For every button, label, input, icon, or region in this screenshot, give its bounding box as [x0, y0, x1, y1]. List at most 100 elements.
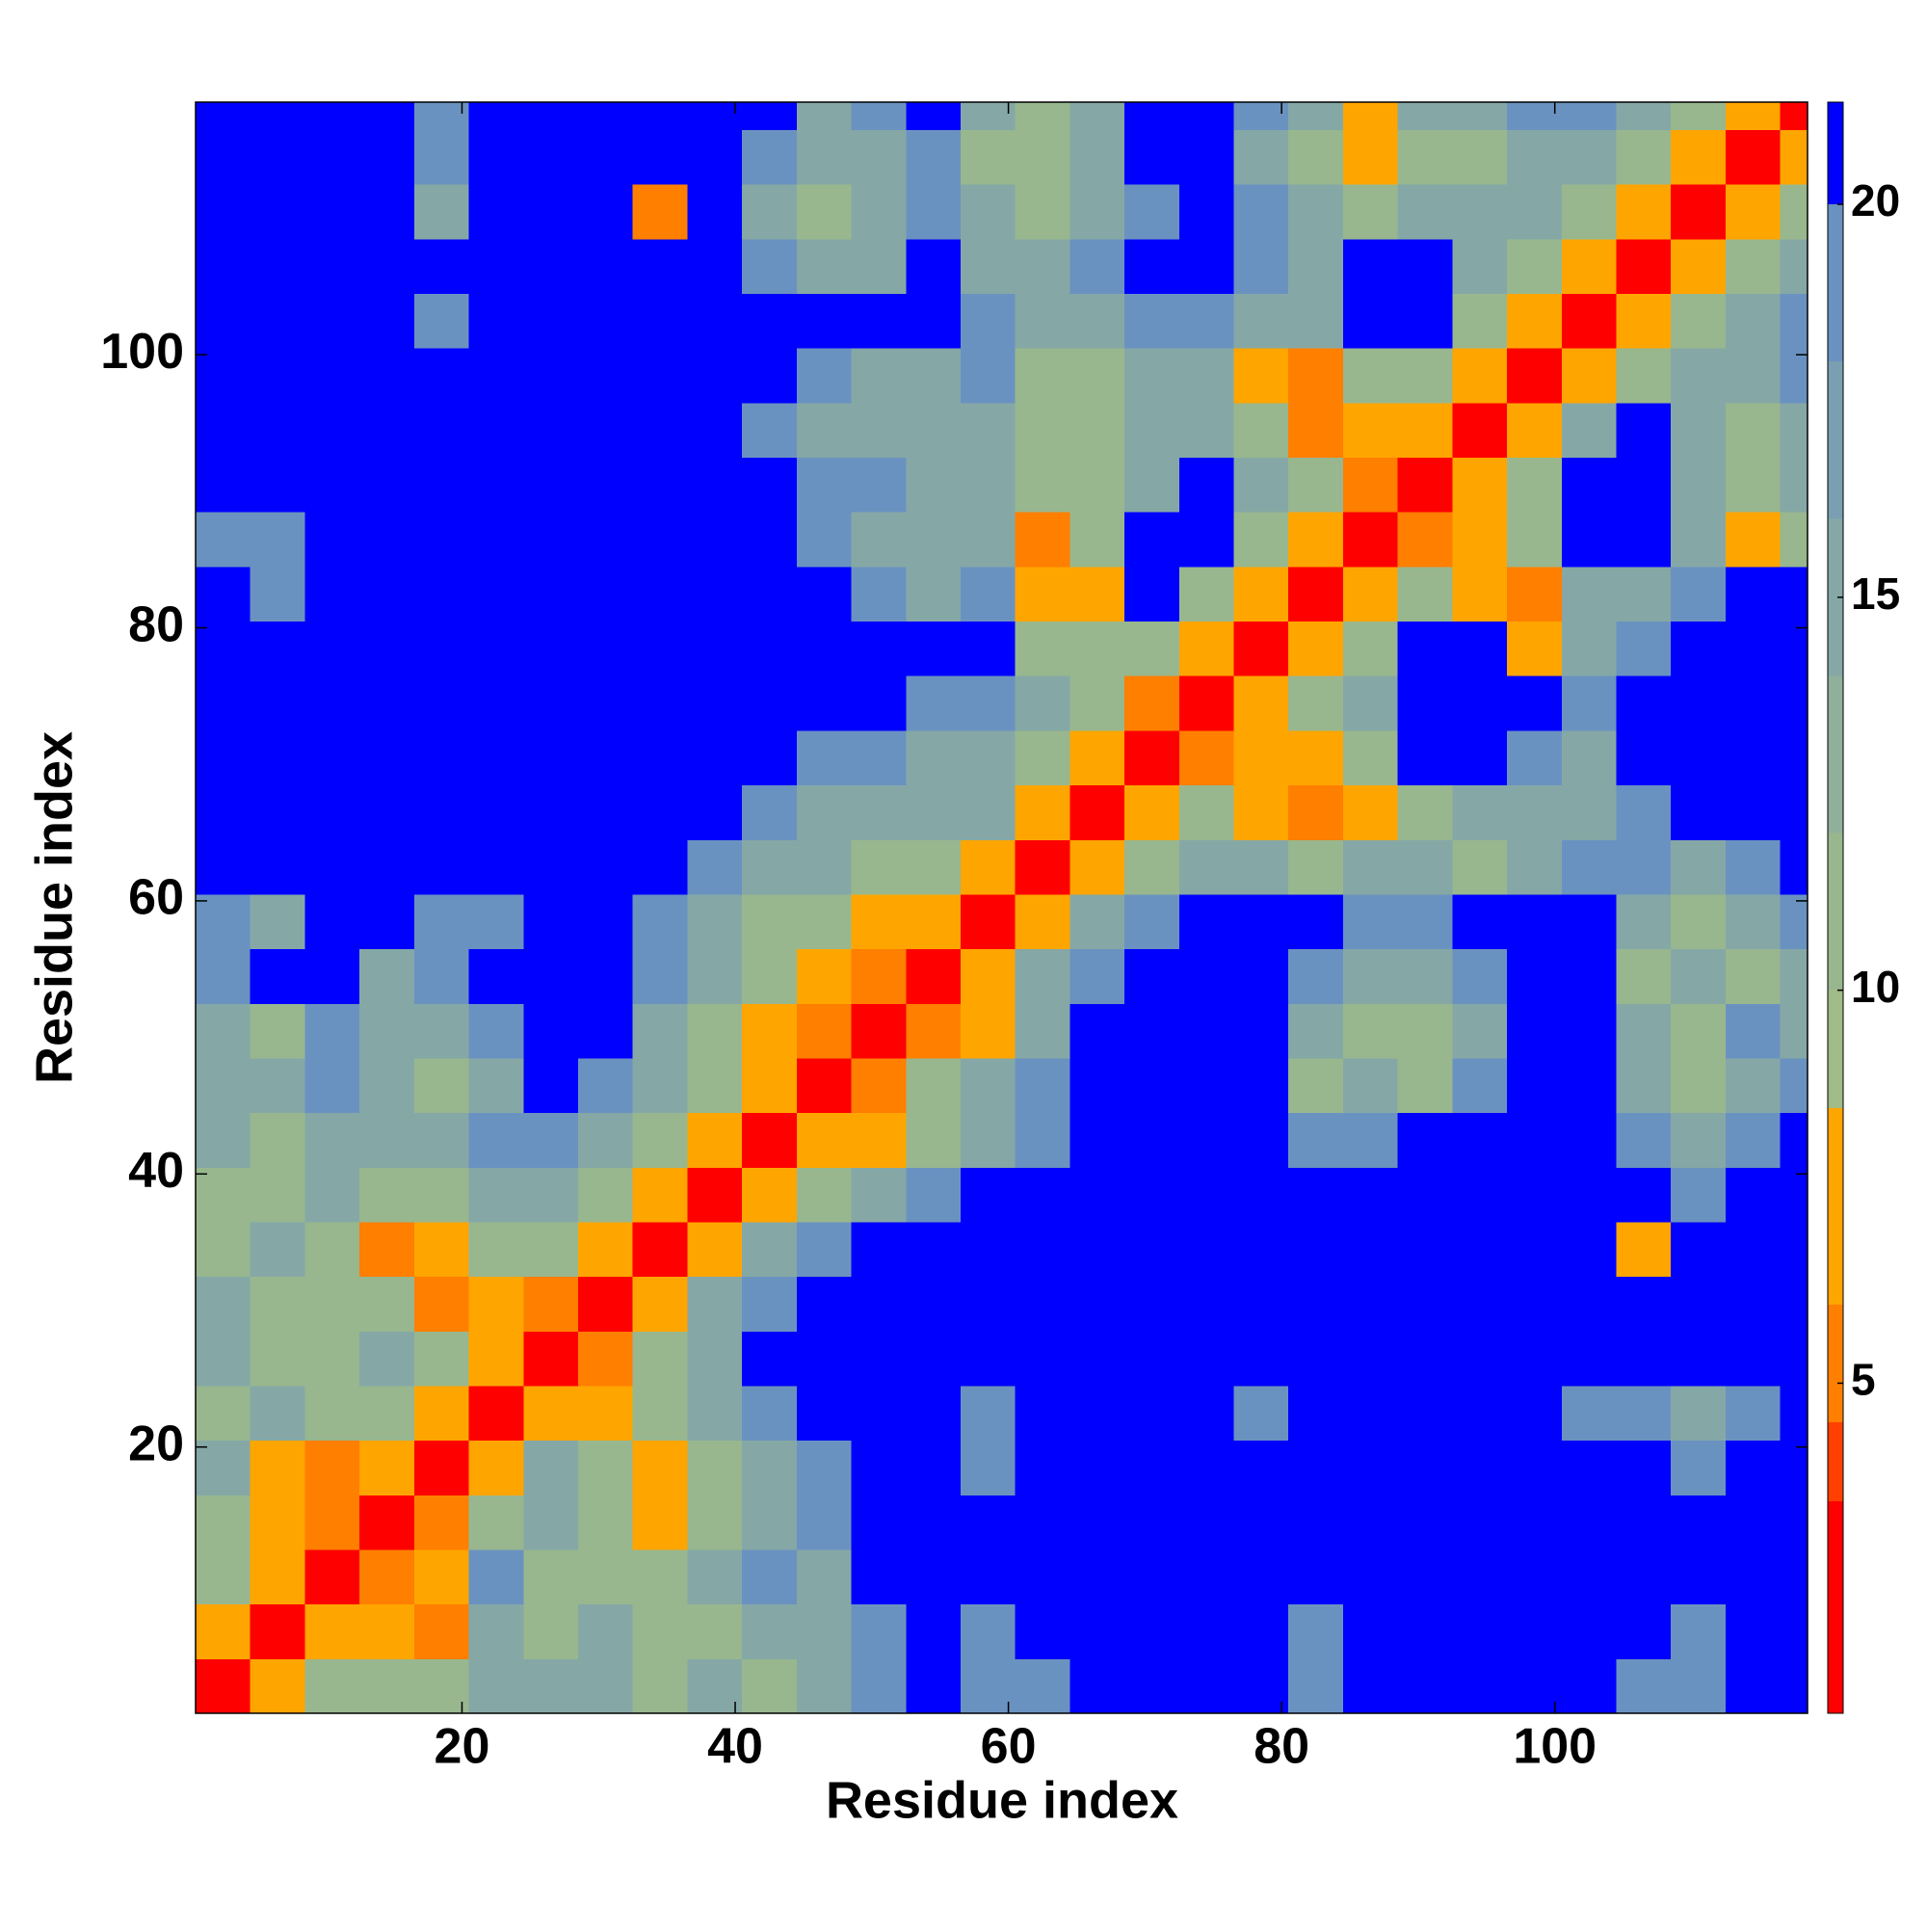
- heatmap-cell: [1124, 238, 1180, 294]
- heatmap-cell: [851, 1658, 907, 1714]
- heatmap-cell: [304, 1440, 360, 1495]
- heatmap-cell: [1671, 238, 1727, 294]
- heatmap-cell: [1671, 184, 1727, 240]
- heatmap-cell: [1725, 1112, 1782, 1168]
- heatmap-cell: [523, 1112, 579, 1168]
- heatmap-cell: [359, 1057, 415, 1114]
- heatmap-cell: [1069, 1276, 1125, 1332]
- heatmap-cell: [1780, 1221, 1808, 1278]
- heatmap-cell: [1507, 129, 1563, 185]
- heatmap-cell: [196, 1167, 251, 1223]
- heatmap-cell: [196, 1057, 251, 1114]
- heatmap-cell: [632, 839, 689, 895]
- heatmap-cell: [1507, 1440, 1563, 1495]
- heatmap-cell: [1397, 784, 1453, 840]
- heatmap-cell: [523, 293, 579, 349]
- heatmap-cell: [1288, 1276, 1344, 1332]
- heatmap-cell: [196, 102, 251, 130]
- heatmap-cell: [468, 1495, 524, 1550]
- heatmap-cell: [1780, 129, 1808, 185]
- heatmap-cell: [1015, 184, 1070, 240]
- heatmap-cell: [413, 129, 470, 185]
- heatmap-cell: [1233, 102, 1289, 130]
- heatmap-cell: [304, 1548, 360, 1605]
- heatmap-cell: [1015, 1440, 1070, 1495]
- heatmap-cell: [742, 948, 798, 1004]
- heatmap-cell: [304, 566, 360, 622]
- heatmap-cell: [1015, 238, 1070, 294]
- heatmap-cell: [1671, 839, 1727, 895]
- heatmap-cell: [1725, 839, 1782, 895]
- heatmap-cell: [1507, 948, 1563, 1004]
- heatmap-cell: [1288, 293, 1344, 349]
- heatmap-cell: [1124, 729, 1180, 786]
- heatmap-cell: [960, 566, 1016, 622]
- heatmap-cell: [1233, 129, 1289, 185]
- heatmap-cell: [1342, 512, 1399, 568]
- heatmap-cell: [304, 184, 360, 240]
- heatmap-cell: [1780, 1112, 1808, 1168]
- heatmap-cell: [304, 839, 360, 895]
- heatmap-cell: [1725, 566, 1782, 622]
- heatmap-cell: [250, 566, 306, 622]
- heatmap-cell: [632, 102, 689, 130]
- heatmap-cell: [1178, 948, 1235, 1004]
- colorbar-segment: [1828, 518, 1843, 676]
- heatmap-cell: [1561, 1221, 1618, 1278]
- heatmap-cell: [1397, 1057, 1453, 1114]
- heatmap-cell: [632, 1167, 689, 1223]
- heatmap-cell: [1015, 893, 1070, 950]
- x-tick-label: 60: [981, 1719, 1037, 1775]
- heatmap-cell: [742, 1440, 798, 1495]
- heatmap-cell: [523, 675, 579, 731]
- heatmap-cell: [1507, 1495, 1563, 1550]
- heatmap-cell: [1725, 293, 1782, 349]
- heatmap-cell: [1342, 621, 1399, 676]
- heatmap-cell: [1288, 1112, 1344, 1168]
- heatmap-cell: [906, 1331, 962, 1387]
- heatmap-cell: [1233, 1221, 1289, 1278]
- colorbar-tick-label: 15: [1851, 569, 1900, 619]
- heatmap-cell: [1780, 238, 1808, 294]
- heatmap-cell: [359, 1167, 415, 1223]
- heatmap-cell: [1397, 566, 1453, 622]
- heatmap-cell: [1671, 729, 1727, 786]
- heatmap-cell: [742, 839, 798, 895]
- heatmap-cell: [632, 675, 689, 731]
- heatmap-cell: [468, 129, 524, 185]
- heatmap-cell: [796, 102, 853, 130]
- heatmap-cell: [1561, 102, 1618, 130]
- y-tick-label: 100: [100, 324, 184, 380]
- heatmap-cell: [1780, 348, 1808, 404]
- heatmap-cell: [359, 1548, 415, 1605]
- heatmap-cell: [1561, 621, 1618, 676]
- x-tick-label: 40: [707, 1719, 763, 1775]
- heatmap-cell: [577, 1003, 634, 1059]
- heatmap-cell: [577, 457, 634, 513]
- heatmap-cell: [687, 566, 743, 622]
- heatmap-cell: [304, 729, 360, 786]
- heatmap-cell: [851, 621, 907, 676]
- heatmap-cell: [1561, 1167, 1618, 1223]
- heatmap-cell: [1452, 293, 1508, 349]
- heatmap-cell: [632, 1603, 689, 1659]
- heatmap-cell: [1288, 621, 1344, 676]
- heatmap-cell: [1616, 238, 1672, 294]
- heatmap-cell: [468, 512, 524, 568]
- heatmap-cell: [796, 348, 853, 404]
- heatmap-cell: [1015, 293, 1070, 349]
- heatmap-cell: [632, 1495, 689, 1550]
- heatmap-cell: [359, 238, 415, 294]
- heatmap-cell: [851, 457, 907, 513]
- heatmap-cell: [468, 293, 524, 349]
- heatmap-cell: [960, 1221, 1016, 1278]
- heatmap-cell: [1342, 1167, 1399, 1223]
- heatmap-cell: [960, 948, 1016, 1004]
- heatmap-cell: [1671, 948, 1727, 1004]
- heatmap-cell: [632, 1385, 689, 1442]
- heatmap-cell: [250, 948, 306, 1004]
- heatmap-cell: [1178, 675, 1235, 731]
- heatmap-cell: [196, 729, 251, 786]
- heatmap-cell: [304, 1057, 360, 1114]
- heatmap-cell: [1671, 1003, 1727, 1059]
